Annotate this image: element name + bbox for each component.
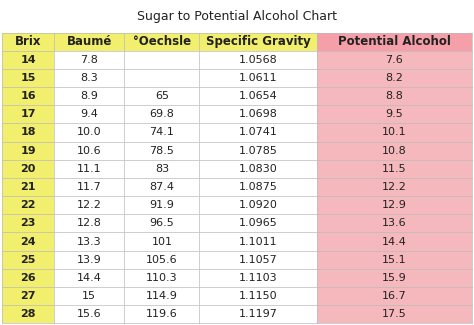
Text: 1.1197: 1.1197 <box>239 309 278 319</box>
Text: 20: 20 <box>20 164 36 174</box>
Text: 18: 18 <box>20 127 36 137</box>
Text: 1.1150: 1.1150 <box>239 291 277 301</box>
Text: 1.0611: 1.0611 <box>239 73 277 83</box>
Text: 8.8: 8.8 <box>385 91 403 101</box>
Text: 105.6: 105.6 <box>146 255 178 265</box>
Text: 15: 15 <box>20 73 36 83</box>
Text: 114.9: 114.9 <box>146 291 178 301</box>
Text: 14: 14 <box>20 55 36 65</box>
Text: Potential Alcohol: Potential Alcohol <box>338 35 451 48</box>
Text: 96.5: 96.5 <box>149 218 174 228</box>
Text: 28: 28 <box>20 309 36 319</box>
Text: 22: 22 <box>20 200 36 210</box>
Text: 13.9: 13.9 <box>77 255 101 265</box>
Text: 14.4: 14.4 <box>77 273 101 283</box>
Text: 13.6: 13.6 <box>382 218 407 228</box>
Text: 15.6: 15.6 <box>77 309 101 319</box>
Text: 24: 24 <box>20 237 36 247</box>
Text: 10.0: 10.0 <box>77 127 101 137</box>
Text: 12.2: 12.2 <box>382 182 407 192</box>
Text: 65: 65 <box>155 91 169 101</box>
Text: 16.7: 16.7 <box>382 291 407 301</box>
Text: 10.1: 10.1 <box>382 127 407 137</box>
Text: 12.8: 12.8 <box>77 218 101 228</box>
Text: 1.0920: 1.0920 <box>239 200 278 210</box>
Text: Brix: Brix <box>15 35 41 48</box>
Text: 11.1: 11.1 <box>77 164 101 174</box>
Text: 78.5: 78.5 <box>149 146 174 156</box>
Text: 1.0698: 1.0698 <box>239 109 278 119</box>
Text: 19: 19 <box>20 146 36 156</box>
Text: 1.1103: 1.1103 <box>239 273 277 283</box>
Text: 8.2: 8.2 <box>385 73 403 83</box>
Text: 91.9: 91.9 <box>149 200 174 210</box>
Text: 87.4: 87.4 <box>149 182 174 192</box>
Text: 1.0875: 1.0875 <box>239 182 278 192</box>
Text: 15: 15 <box>82 291 96 301</box>
Text: 110.3: 110.3 <box>146 273 178 283</box>
Text: 1.1057: 1.1057 <box>239 255 277 265</box>
Text: 25: 25 <box>20 255 36 265</box>
Text: 69.8: 69.8 <box>149 109 174 119</box>
Text: 14.4: 14.4 <box>382 237 407 247</box>
Text: 1.0830: 1.0830 <box>239 164 277 174</box>
Text: 1.0741: 1.0741 <box>239 127 278 137</box>
Text: 10.6: 10.6 <box>77 146 101 156</box>
Text: 12.9: 12.9 <box>382 200 407 210</box>
Text: 12.2: 12.2 <box>77 200 101 210</box>
Text: 1.0654: 1.0654 <box>239 91 277 101</box>
Text: 15.9: 15.9 <box>382 273 407 283</box>
Text: 119.6: 119.6 <box>146 309 178 319</box>
Text: 8.3: 8.3 <box>80 73 98 83</box>
Text: 74.1: 74.1 <box>149 127 174 137</box>
Text: 17.5: 17.5 <box>382 309 407 319</box>
Text: 8.9: 8.9 <box>80 91 98 101</box>
Text: Sugar to Potential Alcohol Chart: Sugar to Potential Alcohol Chart <box>137 10 337 23</box>
Text: 17: 17 <box>20 109 36 119</box>
Text: 101: 101 <box>151 237 173 247</box>
Text: 1.0785: 1.0785 <box>239 146 278 156</box>
Text: 83: 83 <box>155 164 169 174</box>
Text: 13.3: 13.3 <box>77 237 101 247</box>
Text: 1.0965: 1.0965 <box>239 218 277 228</box>
Text: 9.4: 9.4 <box>80 109 98 119</box>
Text: 7.8: 7.8 <box>80 55 98 65</box>
Text: 7.6: 7.6 <box>385 55 403 65</box>
Text: Baumé: Baumé <box>66 35 112 48</box>
Text: 11.7: 11.7 <box>77 182 101 192</box>
Text: 21: 21 <box>20 182 36 192</box>
Text: 27: 27 <box>20 291 36 301</box>
Text: 16: 16 <box>20 91 36 101</box>
Text: 26: 26 <box>20 273 36 283</box>
Text: 1.1011: 1.1011 <box>239 237 277 247</box>
Text: 15.1: 15.1 <box>382 255 407 265</box>
Text: 23: 23 <box>20 218 36 228</box>
Text: 10.8: 10.8 <box>382 146 407 156</box>
Text: °Oechsle: °Oechsle <box>133 35 191 48</box>
Text: Specific Gravity: Specific Gravity <box>206 35 310 48</box>
Text: 1.0568: 1.0568 <box>239 55 277 65</box>
Text: 9.5: 9.5 <box>385 109 403 119</box>
Text: 11.5: 11.5 <box>382 164 407 174</box>
